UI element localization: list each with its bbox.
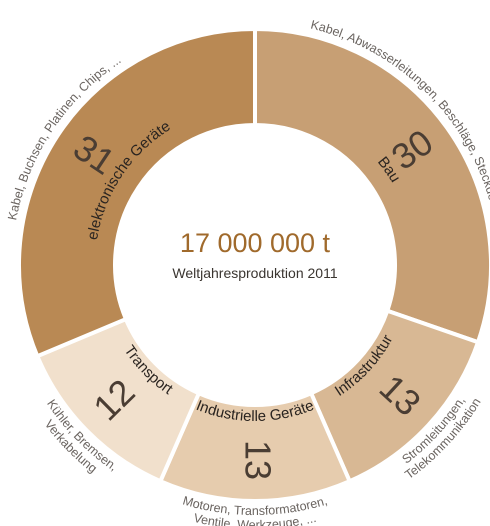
- slice-value-industrielle-ger-te: 13: [237, 440, 278, 480]
- slices-group: [17, 26, 490, 503]
- center-total-value: 17 000 000 t: [180, 228, 331, 258]
- slice-bau: [253, 26, 490, 345]
- slice-elektronische-ger-te: [17, 26, 257, 359]
- center-subtitle: Weltjahresproduktion 2011: [172, 265, 337, 281]
